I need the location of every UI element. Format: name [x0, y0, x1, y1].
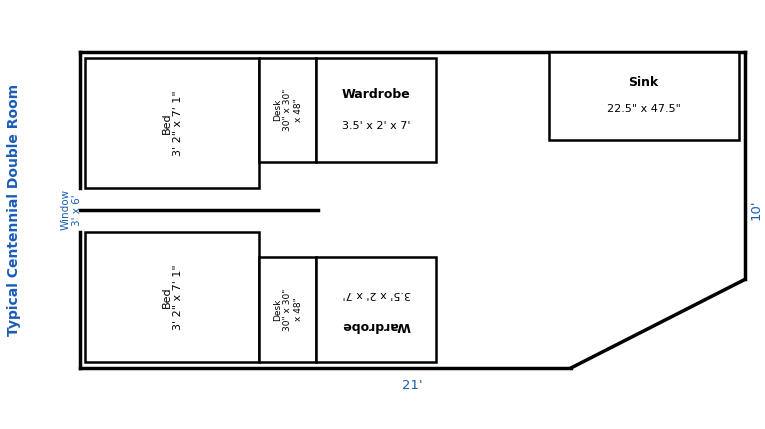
Text: 3.5' x 2' x 7': 3.5' x 2' x 7': [342, 289, 411, 299]
Bar: [316, 257, 437, 362]
Bar: [85, 232, 259, 362]
Text: 10': 10': [750, 199, 763, 220]
Text: Bed
3' 2" x 7' 1": Bed 3' 2" x 7' 1": [161, 90, 183, 156]
Bar: [259, 257, 316, 362]
Bar: [316, 58, 437, 162]
Text: Typical Centennial Double Room: Typical Centennial Double Room: [7, 84, 21, 336]
Bar: [549, 51, 739, 140]
Text: Bed
3' 2" x 7' 1": Bed 3' 2" x 7' 1": [161, 264, 183, 329]
Text: Wardrobe: Wardrobe: [342, 319, 411, 332]
Text: Window
3' x 6': Window 3' x 6': [60, 189, 82, 230]
Text: Wardrobe: Wardrobe: [342, 88, 411, 101]
Text: 3.5' x 2' x 7': 3.5' x 2' x 7': [342, 121, 411, 131]
Text: Desk
30" x 30"
x 48": Desk 30" x 30" x 48": [273, 288, 303, 331]
Text: 22.5" x 47.5": 22.5" x 47.5": [607, 104, 681, 114]
Text: Desk
30" x 30"
x 48": Desk 30" x 30" x 48": [273, 89, 303, 131]
Text: 21': 21': [402, 379, 423, 392]
Text: Sink: Sink: [629, 76, 659, 89]
Bar: [85, 58, 259, 187]
Bar: [259, 58, 316, 162]
